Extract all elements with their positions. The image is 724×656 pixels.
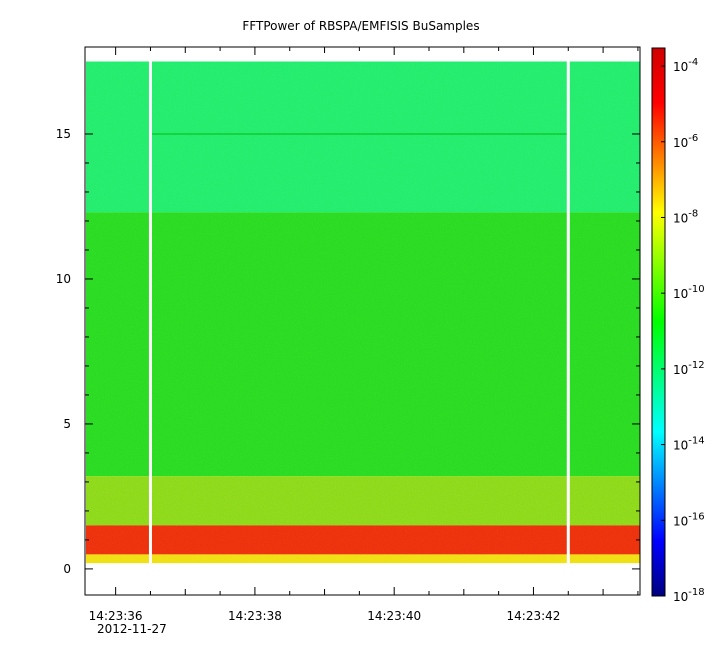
heatmap-band-1: [86, 212, 640, 477]
x-tick-label-0: 14:23:36: [89, 609, 143, 623]
colorbar-tick-label-0: 10-4: [673, 57, 698, 74]
y-tick-label-2: 10: [56, 272, 71, 286]
x-tick-label-3: 14:23:42: [507, 609, 561, 623]
colorbar-tick-label-4: 10-12: [673, 360, 705, 377]
x-tick-label-2: 14:23:40: [367, 609, 421, 623]
heatmap-band-0: [86, 61, 640, 213]
colorbar: 10-4 10-6 10-8 10-10 10-12 10-14 10-16 10-18: [651, 47, 705, 604]
x-axis-date-label: 2012-11-27: [97, 622, 167, 636]
heatmap-band-4: [86, 554, 640, 564]
y-tick-label-3: 15: [56, 127, 71, 141]
colorbar-gradient: [651, 47, 666, 597]
colorbar-tick-label-3: 10-10: [673, 284, 705, 301]
chart-title: FFTPower of RBSPA/EMFISIS BuSamples: [242, 19, 479, 33]
y-tick-label-1: 5: [63, 417, 71, 431]
colorbar-tick-label-1: 10-6: [673, 133, 698, 150]
data-gap-0: [148, 61, 152, 564]
y-axis: 0 5 10 15: [56, 127, 640, 576]
colorbar-tick-label-5: 10-14: [673, 436, 705, 453]
plot-frame: [84, 46, 641, 596]
data-gap-1: [566, 61, 570, 564]
colorbar-tick-label-6: 10-16: [673, 511, 705, 528]
colorbar-tick-label-7: 10-18: [673, 587, 705, 604]
y-tick-label-0: 0: [63, 562, 71, 576]
colorbar-tick-label-2: 10-8: [673, 208, 698, 225]
x-tick-label-1: 14:23:38: [228, 609, 282, 623]
heatmap-band-3: [86, 525, 640, 555]
heatmap-area: [86, 61, 640, 564]
x-axis: 14:23:36 14:23:38 14:23:40 14:23:42: [89, 47, 639, 623]
heatmap-band-2: [86, 476, 640, 526]
